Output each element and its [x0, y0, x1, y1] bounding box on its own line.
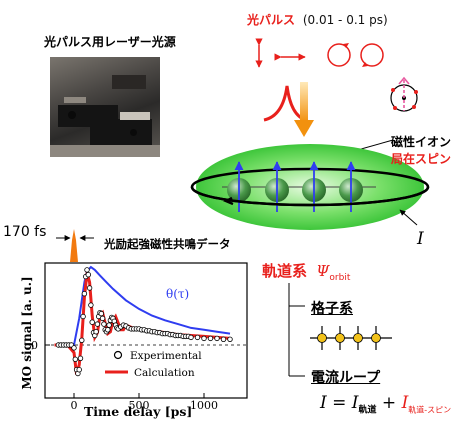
experimental-point: [72, 356, 78, 362]
eq-lhs: I: [320, 393, 327, 413]
experimental-point: [98, 310, 104, 317]
experimental-point: [89, 319, 95, 325]
pulse-range: (0.01 - 0.1 ps): [302, 13, 388, 27]
eq-term1: I: [351, 393, 359, 413]
legend-experimental-label: Experimental: [130, 350, 202, 362]
experimental-point: [76, 367, 82, 373]
experimental-point: [201, 335, 207, 342]
magnetic-ion-label: 磁性イオン: [391, 135, 452, 149]
x-tick-label: 1000: [190, 399, 218, 412]
experimental-point: [227, 336, 233, 342]
experimental-point: [94, 321, 101, 327]
pulse-shape-icon: [263, 85, 307, 122]
mo-signal-chart: 0 500 1000 0 Experimental Calculation θ(τ): [31, 262, 248, 412]
experimental-point: [77, 355, 84, 361]
photo-caption: 光パルス用レーザー光源: [44, 35, 176, 49]
experimental-point: [106, 322, 112, 328]
current-loop-label: 電流ループ: [311, 370, 381, 386]
current-symbol: I: [417, 229, 424, 249]
experimental-point: [188, 334, 194, 341]
orbit-tree: [288, 283, 305, 377]
experimental-point: [81, 291, 88, 297]
pulse-label: 光パルス: [247, 13, 296, 27]
eq-term2: I: [401, 393, 409, 413]
experimental-point: [84, 267, 90, 273]
experimental-point: [79, 337, 85, 343]
current-loop-front: [190, 186, 430, 207]
experimental-point: [207, 335, 214, 342]
orbit-subscript: orbit: [329, 273, 351, 283]
y-axis-label: MO signal [a. u.]: [20, 276, 34, 390]
theta-annotation: θ(τ): [166, 287, 189, 301]
experimental-point: [85, 272, 91, 278]
resonance-data-label: 光励起強磁性共鳴データ: [104, 237, 231, 251]
circular-polarization-left-icon: [360, 43, 384, 67]
orbit-system-text: 軌道系: [262, 262, 308, 280]
eq-term1-sub: 軌道: [358, 405, 377, 416]
excitation-pulse-icon: [56, 229, 94, 262]
x-tick-label: 500: [129, 399, 150, 412]
experimental-point: [105, 327, 111, 333]
localized-spin-label: 局在スピン: [391, 152, 452, 166]
eq-term2-sub: 軌道-スピン: [408, 405, 452, 415]
experimental-point: [86, 285, 93, 291]
current-equation: I = I軌道 + I軌道-スピン: [320, 393, 451, 415]
experimental-point: [194, 334, 201, 341]
orbit-system-label: 軌道系 Ψorbit: [262, 260, 350, 283]
magnetic-ion-spin-icon: [390, 76, 418, 112]
lattice-chain-icon: [310, 326, 392, 350]
legend-experimental-marker: [113, 350, 123, 360]
eq-equals: =: [326, 393, 352, 413]
lattice-system-label: 格子系: [311, 301, 353, 317]
experimental-point: [214, 335, 220, 342]
experimental-point: [101, 321, 107, 327]
experimental-point: [80, 313, 86, 320]
x-tick-label: 0: [71, 399, 78, 412]
pulse-header: 光パルス (0.01 - 0.1 ps): [247, 11, 388, 28]
plot-frame: [44, 262, 248, 399]
eq-plus: +: [376, 393, 402, 413]
circular-polarization-right-icon: [327, 43, 351, 67]
excitation-arrow-icon: [294, 82, 314, 137]
experimental-point: [99, 315, 106, 322]
experimental-point: [88, 302, 94, 308]
x-axis-label: Time delay [ps]: [84, 404, 193, 419]
legend-calculation-label: Calculation: [134, 367, 195, 379]
experimental-point: [93, 329, 99, 335]
orbit-psi-symbol: Ψ: [316, 262, 330, 280]
laser-photo: [50, 57, 160, 157]
theta-envelope-line: [54, 265, 231, 346]
pulse-width-label: 170 fs: [3, 224, 47, 240]
y-tick-label: 0: [31, 339, 38, 352]
experimental-point: [220, 336, 227, 342]
experimental-point: [71, 345, 77, 351]
